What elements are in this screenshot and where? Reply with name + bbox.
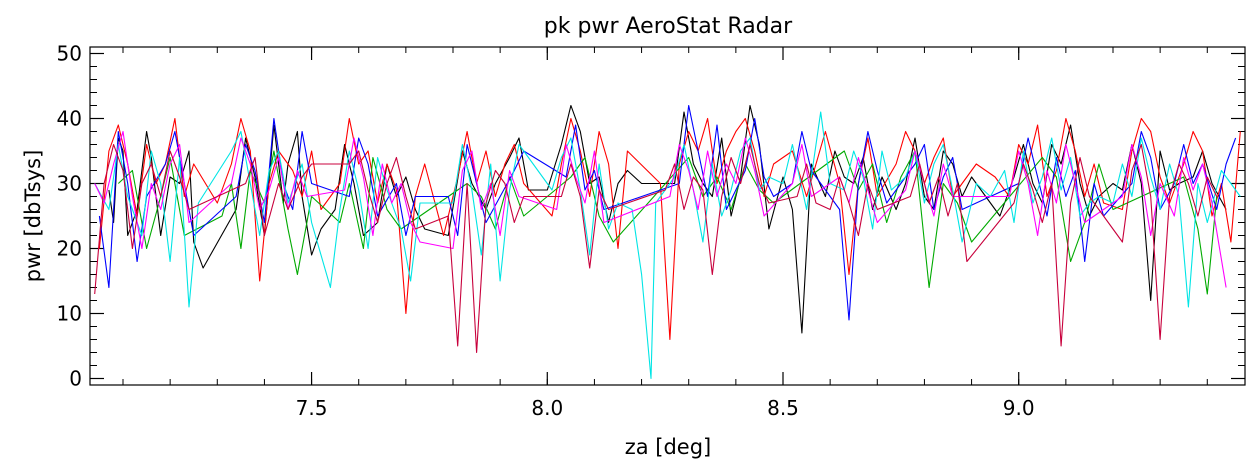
y-tick-label: 30 — [57, 172, 82, 196]
series-layer — [94, 104, 1241, 380]
y-tick-label: 50 — [57, 42, 82, 66]
x-tick-label: 7.5 — [296, 396, 328, 420]
series-line-4 — [98, 104, 1237, 321]
x-tick-label: 9.0 — [1003, 396, 1035, 420]
series-line-7 — [94, 143, 1218, 354]
y-tick-label: 40 — [57, 107, 82, 131]
y-tick-label: 20 — [57, 237, 82, 261]
series-line-3 — [117, 150, 1218, 295]
x-tick-label: 8.0 — [531, 396, 563, 420]
series-line-5 — [94, 111, 1241, 380]
y-tick-label: 10 — [57, 302, 82, 326]
axes: 7.5 8.0 8.5 9.0 0 10 20 30 40 50 — [57, 42, 1245, 420]
x-tick-label: 8.5 — [767, 396, 799, 420]
y-tick-label: 0 — [69, 367, 82, 391]
plot-frame — [89, 46, 1246, 386]
y-axis-label: pwr [dbTsys] — [21, 150, 45, 283]
x-axis-label: za [deg] — [625, 435, 712, 459]
chart-title: pk pwr AeroStat Radar — [544, 14, 793, 39]
